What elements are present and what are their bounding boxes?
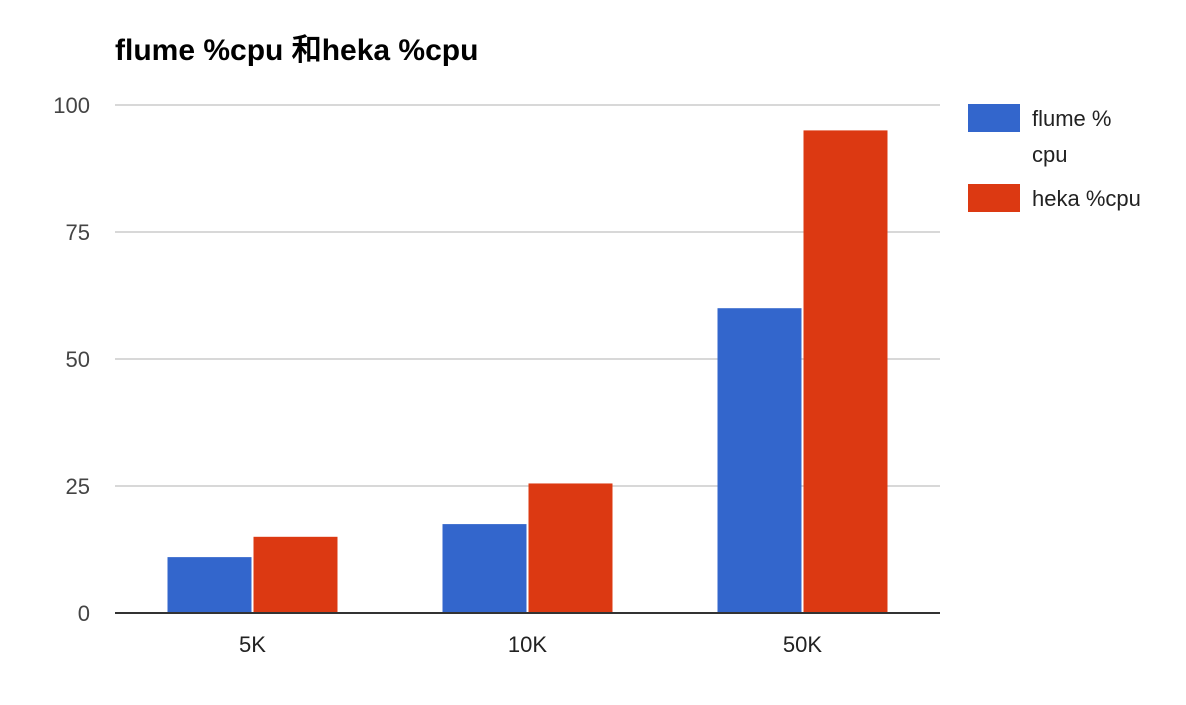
x-axis-ticks: 5K 10K 50K (239, 632, 822, 657)
chart-title: flume %cpu 和heka %cpu (115, 34, 478, 67)
y-tick-label: 100 (53, 93, 90, 118)
legend[interactable]: flume % cpu heka %cpu (968, 104, 1141, 212)
legend-label: flume % (1032, 106, 1111, 131)
bar-flume-50k[interactable] (717, 308, 802, 613)
bar-flume-10k[interactable] (442, 524, 527, 613)
x-tick-label: 50K (783, 632, 822, 657)
x-tick-label: 10K (508, 632, 547, 657)
x-tick-label: 5K (239, 632, 266, 657)
legend-label: cpu (1032, 142, 1067, 167)
bar-heka-50k[interactable] (803, 130, 888, 613)
y-tick-label: 75 (66, 220, 90, 245)
legend-item-heka[interactable]: heka %cpu (968, 184, 1141, 212)
legend-swatch (968, 104, 1020, 132)
legend-label: heka %cpu (1032, 186, 1141, 211)
y-tick-label: 25 (66, 474, 90, 499)
y-tick-label: 50 (66, 347, 90, 372)
bar-heka-10k[interactable] (528, 483, 613, 613)
y-axis-ticks: 0 25 50 75 100 (53, 93, 90, 626)
bar-flume-5k[interactable] (167, 557, 252, 613)
y-tick-label: 0 (78, 601, 90, 626)
legend-swatch (968, 184, 1020, 212)
bar-heka-5k[interactable] (253, 536, 338, 613)
legend-item-flume[interactable]: flume % cpu (968, 104, 1111, 167)
gridlines (115, 104, 940, 487)
bars (167, 130, 888, 613)
